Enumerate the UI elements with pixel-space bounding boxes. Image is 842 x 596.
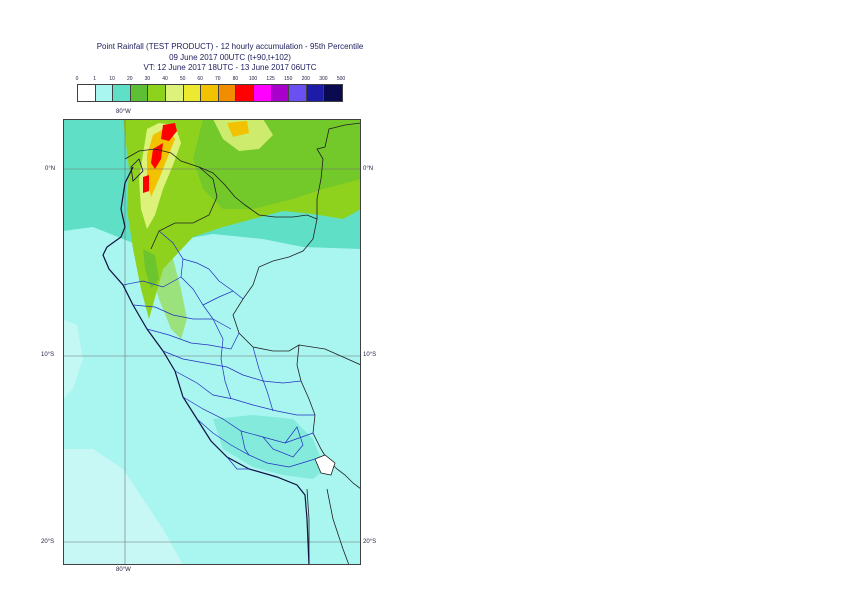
intense-core xyxy=(147,127,175,197)
legend-tick-label: 150 xyxy=(284,76,293,82)
lat-label-left-20: 20°S xyxy=(41,539,55,545)
gulf-guayaquil xyxy=(130,158,144,182)
legend-tick-label: 80 xyxy=(232,76,239,82)
border-bolivia-argentina xyxy=(326,488,350,565)
top-lon-label: 80°W xyxy=(116,109,131,115)
legend-swatch xyxy=(201,85,219,101)
legend-swatch xyxy=(113,85,131,101)
legend-tick-label: 1 xyxy=(93,76,96,82)
legend-tick-label: 500 xyxy=(336,76,346,82)
legend-swatch xyxy=(271,85,290,101)
intense-east xyxy=(227,121,249,137)
extreme-core-1 xyxy=(161,123,177,141)
region-boundaries xyxy=(122,230,316,470)
lat-label-right-0: 0°N xyxy=(363,166,374,172)
legend-tick-label: 20 xyxy=(127,76,133,82)
legend-tick-label: 125 xyxy=(266,76,275,82)
border-colombia xyxy=(124,122,361,220)
title-line-2: 09 June 2017 00UTC (t+90,t+102) xyxy=(169,52,291,62)
lat-label-left-10: 10°S xyxy=(41,352,55,358)
legend-bar xyxy=(77,84,343,102)
moderate-rain-coast xyxy=(63,119,123,199)
legend-tick-label: 100 xyxy=(248,76,258,82)
color-legend: 0 1 10 20 30 40 50 60 70 80 100 125 150 200 300 500 xyxy=(76,76,348,102)
extreme-core-3 xyxy=(143,175,149,193)
map-svg xyxy=(63,119,361,565)
legend-swatch xyxy=(324,85,342,101)
title-block: Point Rainfall (TEST PRODUCT) - 12 hourl… xyxy=(20,42,440,74)
legend-tick-label: 70 xyxy=(215,76,221,82)
legend-swatch xyxy=(253,85,272,101)
legend-swatch xyxy=(306,85,325,101)
border-ecuador-peru xyxy=(150,166,218,250)
title-line-3: VT: 12 June 2017 18UTC - 13 June 2017 06… xyxy=(143,63,317,72)
border-chile-bolivia xyxy=(306,488,310,565)
legend-swatch xyxy=(165,85,184,101)
legend-swatch xyxy=(183,85,202,101)
legend-swatch xyxy=(95,85,114,101)
lat-label-right-20: 20°S xyxy=(363,539,377,545)
legend-tick-label: 30 xyxy=(144,76,151,82)
legend-swatch xyxy=(148,85,166,101)
border-brazil-bolivia xyxy=(298,344,361,366)
legend-tick-label: 300 xyxy=(319,76,328,82)
andes-rain-inner xyxy=(143,249,159,289)
legend-tick-label: 60 xyxy=(197,76,203,82)
legend-tick-label: 50 xyxy=(179,76,186,82)
dry-ocean-west xyxy=(63,319,83,399)
lat-label-right-10: 10°S xyxy=(363,352,377,358)
legend-swatch xyxy=(289,85,307,101)
title-line-1: Point Rainfall (TEST PRODUCT) - 12 hourl… xyxy=(96,42,364,51)
legend-tick-label: 10 xyxy=(109,76,115,82)
map-frame xyxy=(63,119,361,565)
legend-swatch xyxy=(78,85,96,101)
legend-swatch xyxy=(236,85,254,101)
lat-label-left-0: 0°N xyxy=(45,166,56,172)
legend-swatch xyxy=(218,85,237,101)
dry-ocean-south xyxy=(63,449,183,565)
legend-swatch xyxy=(130,85,149,101)
map-panel xyxy=(63,119,361,565)
legend-tick-label: 200 xyxy=(301,76,310,82)
very-heavy-east-1 xyxy=(213,119,273,151)
legend-tick-label: 0 xyxy=(75,76,79,82)
legend-tick-label: 40 xyxy=(162,76,168,82)
lake-titicaca xyxy=(314,454,336,476)
bottom-lon-label: 80°W xyxy=(116,567,131,573)
